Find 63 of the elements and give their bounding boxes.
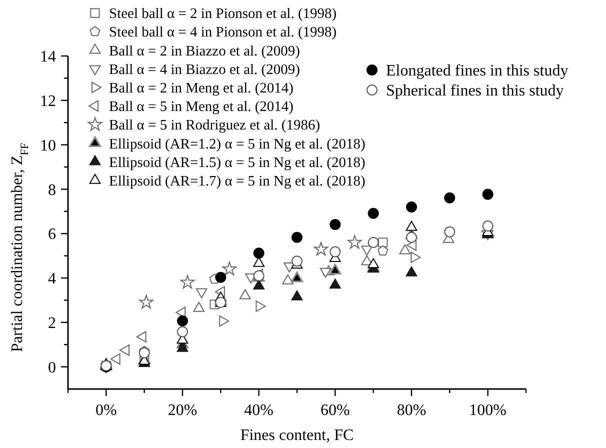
legend-label: Ball α = 5 in Meng et al. (2014) xyxy=(109,99,294,116)
point xyxy=(378,245,388,256)
x-tick-label: 40% xyxy=(244,402,274,419)
x-tick-label: 100% xyxy=(469,402,506,419)
y-tick-label: 0 xyxy=(48,359,56,376)
legend-label: Steel ball α = 2 in Pionson et al. (1998) xyxy=(109,6,337,22)
legend-label: Ellipsoid (AR=1.2) α = 5 in Ng et al. (2018) xyxy=(109,136,366,152)
point xyxy=(406,266,418,276)
y-tick-label: 4 xyxy=(48,270,56,288)
point xyxy=(329,278,341,289)
point xyxy=(378,238,388,248)
legend-label: Ellipsoid (AR=1.5) α = 5 in Ng et al. (2018) xyxy=(109,154,366,171)
point xyxy=(399,244,411,254)
point xyxy=(444,192,456,204)
legend-label: Spherical fines in this study xyxy=(386,82,564,100)
point xyxy=(193,302,205,312)
legend-label: Ball α = 2 in Biazzo et al. (2009) xyxy=(109,43,300,60)
y-tick-label: 8 xyxy=(48,182,56,199)
point xyxy=(368,208,379,219)
point xyxy=(120,344,130,356)
legend-label: Ellipsoid (AR=1.7) α = 5 in Ng et al. (2018) xyxy=(109,173,366,190)
point xyxy=(180,274,195,289)
point xyxy=(482,188,494,200)
legend-label: Elongated fines in this study xyxy=(386,62,568,80)
point xyxy=(239,289,251,300)
x-tick-label: 60% xyxy=(320,402,350,419)
point xyxy=(292,256,302,267)
point xyxy=(330,246,341,258)
point xyxy=(139,294,154,309)
point xyxy=(368,258,380,268)
point xyxy=(406,232,417,243)
legend-label: Ball α = 4 in Biazzo et al. (2009) xyxy=(109,62,300,78)
point xyxy=(215,272,226,283)
point xyxy=(138,347,150,358)
y-tick-label: 2 xyxy=(48,315,56,332)
point xyxy=(136,331,146,343)
x-tick-label: 20% xyxy=(168,402,198,419)
point xyxy=(177,315,188,326)
point xyxy=(406,220,418,231)
point xyxy=(330,219,341,230)
y-tick-label: 10 xyxy=(40,137,56,154)
y-tick-label: 12 xyxy=(40,93,56,110)
point xyxy=(292,232,302,243)
legend-label: Ball α = 5 in Rodriguez et al. (1986) xyxy=(109,118,320,134)
x-tick-label: 80% xyxy=(396,402,426,419)
x-tick-label: 0% xyxy=(96,402,117,419)
point xyxy=(314,242,328,256)
x-axis-title: Fines content, FC xyxy=(240,427,354,444)
point xyxy=(282,274,294,284)
point xyxy=(444,226,456,238)
point xyxy=(329,264,342,274)
y-tick-label: 14 xyxy=(40,48,56,66)
point xyxy=(291,290,303,300)
point xyxy=(110,353,120,365)
point xyxy=(291,272,303,282)
legend-label: Steel ball α = 4 in Pionson et al. (1998) xyxy=(109,24,337,41)
point xyxy=(406,201,417,212)
point xyxy=(253,248,264,259)
point xyxy=(482,220,494,232)
point xyxy=(222,262,237,276)
y-tick-label: 6 xyxy=(48,226,56,244)
point xyxy=(347,234,362,249)
legend-label: Ball α = 2 in Meng et al. (2014) xyxy=(109,80,294,96)
